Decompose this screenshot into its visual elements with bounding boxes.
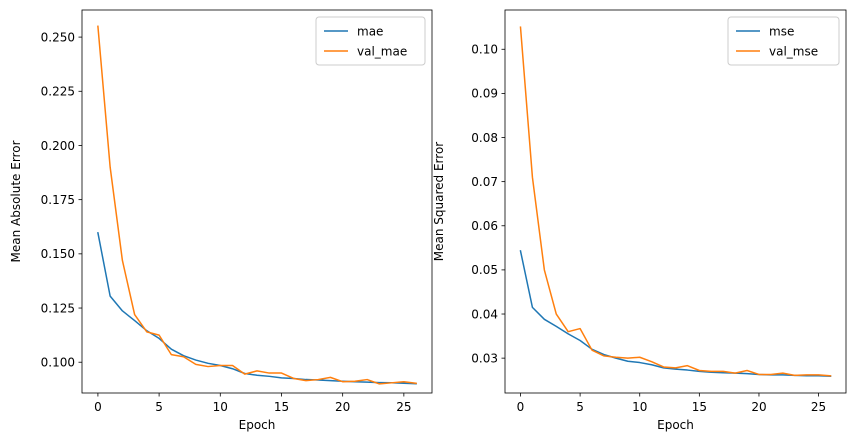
legend-box [315, 16, 426, 66]
x-tick-label: 20 [751, 400, 766, 414]
legend-label-mse: mse [769, 24, 794, 38]
legend: mse val_mse [727, 16, 840, 66]
x-tick-label: 15 [692, 400, 707, 414]
y-tick-label: 0.125 [41, 301, 75, 315]
y-tick-label: 0.225 [41, 85, 75, 99]
series-line-val_mae [97, 25, 417, 385]
y-tick-label: 0.07 [471, 175, 498, 189]
legend-label-val_mse: val_mse [769, 44, 818, 58]
series-line-mse [519, 250, 832, 378]
y-tick-label: 0.04 [471, 307, 498, 321]
x-tick-label: 25 [396, 400, 411, 414]
y-tick-label: 0.200 [41, 139, 75, 153]
x-tick-label: 0 [94, 400, 102, 414]
x-axis-label: Epoch [657, 418, 694, 432]
x-tick-label: 15 [274, 400, 289, 414]
x-tick-label: 20 [335, 400, 350, 414]
x-tick-label: 5 [155, 400, 163, 414]
y-tick-label: 0.06 [471, 219, 498, 233]
y-tick-label: 0.08 [471, 131, 498, 145]
y-tick-label: 0.10 [471, 43, 498, 57]
y-axis-label: Mean Absolute Error [9, 140, 23, 262]
legend: mae val_mae [315, 16, 426, 66]
mae-panel: 0 5 10 15 20 25 0.100 0.125 0.150 0.175 0.200 0.225… [9, 9, 433, 432]
legend-label-mae: mae [357, 24, 383, 38]
mse-panel: 0 5 10 15 20 25 0.03 0.04 0.05 0.06 0.07 0.08 0.09 0.… [432, 9, 847, 432]
x-tick-label: 10 [632, 400, 647, 414]
series-line-val_mse [519, 26, 832, 377]
y-tick-label: 0.150 [41, 247, 75, 261]
y-tick-label: 0.09 [471, 87, 498, 101]
x-tick-label: 10 [213, 400, 228, 414]
y-tick-label: 0.03 [471, 351, 498, 365]
y-tick-label: 0.05 [471, 263, 498, 277]
y-axis-label: Mean Squared Error [432, 142, 446, 262]
x-tick-label: 25 [811, 400, 826, 414]
legend-box [727, 16, 840, 66]
y-tick-label: 0.100 [41, 356, 75, 370]
legend-label-val_mae: val_mae [357, 44, 407, 58]
x-axis-label: Epoch [239, 418, 276, 432]
x-tick-label: 5 [576, 400, 584, 414]
y-tick-label: 0.175 [41, 193, 75, 207]
axes-frame [81, 9, 433, 394]
y-tick-label: 0.250 [41, 30, 75, 44]
x-tick-label: 0 [517, 400, 525, 414]
axes-frame [504, 9, 847, 394]
